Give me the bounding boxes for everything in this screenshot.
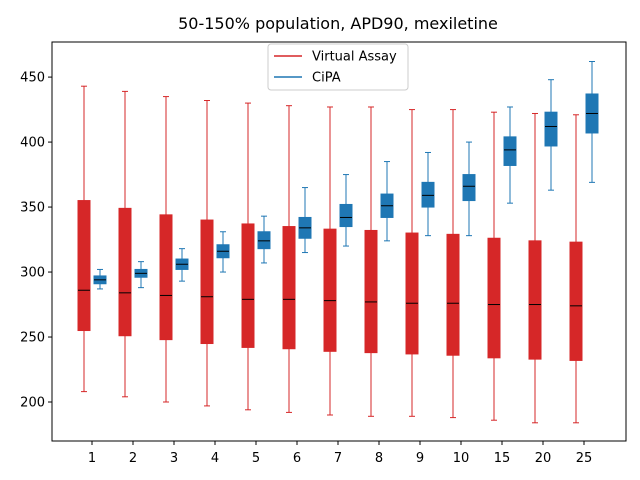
box-cipa-8 <box>380 161 394 242</box>
box-cipa-6 <box>298 187 312 254</box>
box-body <box>257 231 271 250</box>
box-body <box>544 111 558 147</box>
box-body <box>462 174 476 202</box>
box-cipa-7 <box>339 174 353 247</box>
box-cipa-20 <box>544 79 558 191</box>
box-body <box>405 232 419 355</box>
box-cipa-3 <box>175 248 189 282</box>
legend-label: Virtual Assay <box>312 50 397 65</box>
box-body <box>282 226 296 350</box>
x-tick-label: 8 <box>375 451 383 466</box>
x-tick-label: 6 <box>293 451 301 466</box>
legend: Virtual Assay CiPA <box>267 43 409 91</box>
box-virtual-assay-2 <box>118 90 132 398</box>
box-cipa-2 <box>134 261 148 289</box>
x-tick-label: 3 <box>170 451 178 466</box>
box-body <box>118 207 132 337</box>
x-tick-label: 7 <box>334 451 342 466</box>
box-body <box>241 223 255 348</box>
plot-area: 200 250 300 350 400 450 1 2 3 4 5 6 7 8 9 10 15 20 25 <box>20 41 627 466</box>
chart-title: 50-150% population, APD90, mexiletine <box>178 14 498 33</box>
y-tick-label: 350 <box>20 201 45 216</box>
legend-frame <box>267 43 409 91</box>
box-virtual-assay-15 <box>487 111 501 421</box>
box-virtual-assay-1 <box>77 85 91 393</box>
x-tick-label: 9 <box>416 451 424 466</box>
y-tick-label: 450 <box>20 71 45 86</box>
box-virtual-assay-3 <box>159 96 173 403</box>
box-cipa-4 <box>216 231 230 273</box>
x-tick-label: 2 <box>129 451 137 466</box>
box-cipa-10 <box>462 141 476 237</box>
box-virtual-assay-6 <box>282 105 296 413</box>
box-body <box>421 181 435 208</box>
box-virtual-assay-25 <box>569 114 583 424</box>
box-virtual-assay-8 <box>364 106 378 417</box>
x-tick-label: 5 <box>252 451 260 466</box>
box-virtual-assay-5 <box>241 102 255 411</box>
box-body <box>487 237 501 359</box>
x-tick-label: 4 <box>211 451 219 466</box>
box-body <box>503 136 517 166</box>
box-body <box>446 233 460 356</box>
box-body <box>323 228 337 352</box>
legend-label: CiPA <box>312 71 341 86</box>
box-virtual-assay-20 <box>528 112 542 424</box>
box-body <box>339 203 353 228</box>
y-tick-label: 400 <box>20 136 45 151</box>
x-tick-label: 25 <box>576 451 593 466</box>
box-cipa-25 <box>585 60 599 183</box>
box-body <box>159 214 173 341</box>
box-body <box>77 200 91 332</box>
y-tick-label: 250 <box>20 331 45 346</box>
x-tick-label: 10 <box>453 451 470 466</box>
y-tick-label: 300 <box>20 266 45 281</box>
box-body <box>200 219 214 345</box>
x-tick-label: 1 <box>88 451 96 466</box>
x-tick-label: 20 <box>535 451 552 466</box>
box-cipa-15 <box>503 106 517 204</box>
box-body <box>364 229 378 354</box>
box-virtual-assay-10 <box>446 109 460 419</box>
box-cipa-1 <box>93 268 107 290</box>
box-body <box>528 240 542 360</box>
axes-frame <box>51 41 627 442</box>
x-tick-label: 15 <box>494 451 511 466</box>
box-virtual-assay-4 <box>200 99 214 407</box>
box-virtual-assay-9 <box>405 109 419 417</box>
box-body <box>569 241 583 361</box>
y-tick-label: 200 <box>20 396 45 411</box>
box-cipa-5 <box>257 215 271 264</box>
box-cipa-9 <box>421 151 435 237</box>
box-virtual-assay-7 <box>323 106 337 416</box>
